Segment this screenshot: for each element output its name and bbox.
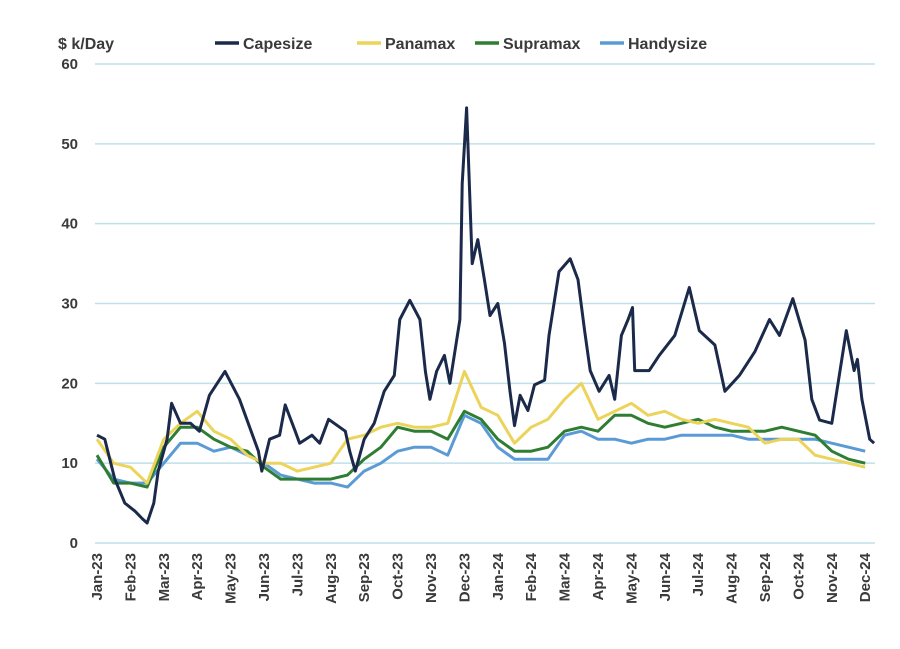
x-tick-label: Jan-23 [89,553,106,601]
x-tick-label: Apr-24 [590,552,607,600]
x-tick-label: Sep-23 [356,553,373,602]
x-tick-label: Mar-24 [557,552,574,601]
y-tick-label: 0 [70,535,78,552]
legend-item-panamax: Panamax [357,36,455,53]
x-tick-label: Jul-23 [289,553,306,596]
x-tick-label: Sep-24 [757,552,774,602]
legend-item-supramax: Supramax [475,36,580,53]
x-tick-label: Apr-23 [189,553,206,601]
series-lines [95,106,876,525]
x-tick-label: May-24 [623,552,640,604]
series-line-supramax [95,409,866,489]
x-tick-label: Jun-24 [657,552,674,601]
x-axis-ticks: Jan-23 Feb-23 Mar-23 Apr-23 May-23 Jun-23 Jul-… [89,552,874,604]
x-tick-label: Feb-23 [122,553,139,601]
x-tick-label: Oct-23 [390,553,407,600]
legend-item-capesize: Capesize [215,36,312,53]
x-tick-label: Nov-24 [824,552,841,603]
x-tick-label: Nov-23 [423,553,440,603]
legend-label: Supramax [503,36,580,53]
x-tick-label: Oct-24 [790,552,807,599]
y-tick-label: 50 [61,136,78,153]
legend: $ k/Day Capesize Panamax Supramax Handysize [58,36,707,53]
y-tick-label: 40 [61,216,78,233]
y-axis-label: $ k/Day [58,36,114,53]
series-line-panamax [95,369,866,485]
x-tick-label: Aug-23 [323,553,340,604]
y-axis-ticks: 0 10 20 30 40 50 60 [61,56,78,552]
x-tick-label: May-23 [223,553,240,604]
x-tick-label: Jan-24 [490,552,507,600]
series-line-capesize [96,106,876,525]
x-tick-label: Feb-24 [523,552,540,601]
x-tick-label: Mar-23 [156,553,173,601]
y-tick-label: 30 [61,296,78,313]
gridlines [95,63,875,544]
legend-label: Handysize [628,36,707,53]
legend-label: Panamax [385,36,455,53]
legend-label: Capesize [243,36,312,53]
x-tick-label: Dec-24 [857,552,874,602]
series-line-handysize [95,413,866,489]
x-tick-label: Dec-23 [456,553,473,602]
legend-item-handysize: Handysize [600,36,707,53]
y-tick-label: 20 [61,375,78,392]
y-tick-label: 60 [61,56,78,73]
y-tick-label: 10 [61,455,78,472]
x-tick-label: Jun-23 [256,553,273,601]
x-tick-label: Aug-24 [724,552,741,603]
x-tick-label: Jul-24 [690,552,707,596]
